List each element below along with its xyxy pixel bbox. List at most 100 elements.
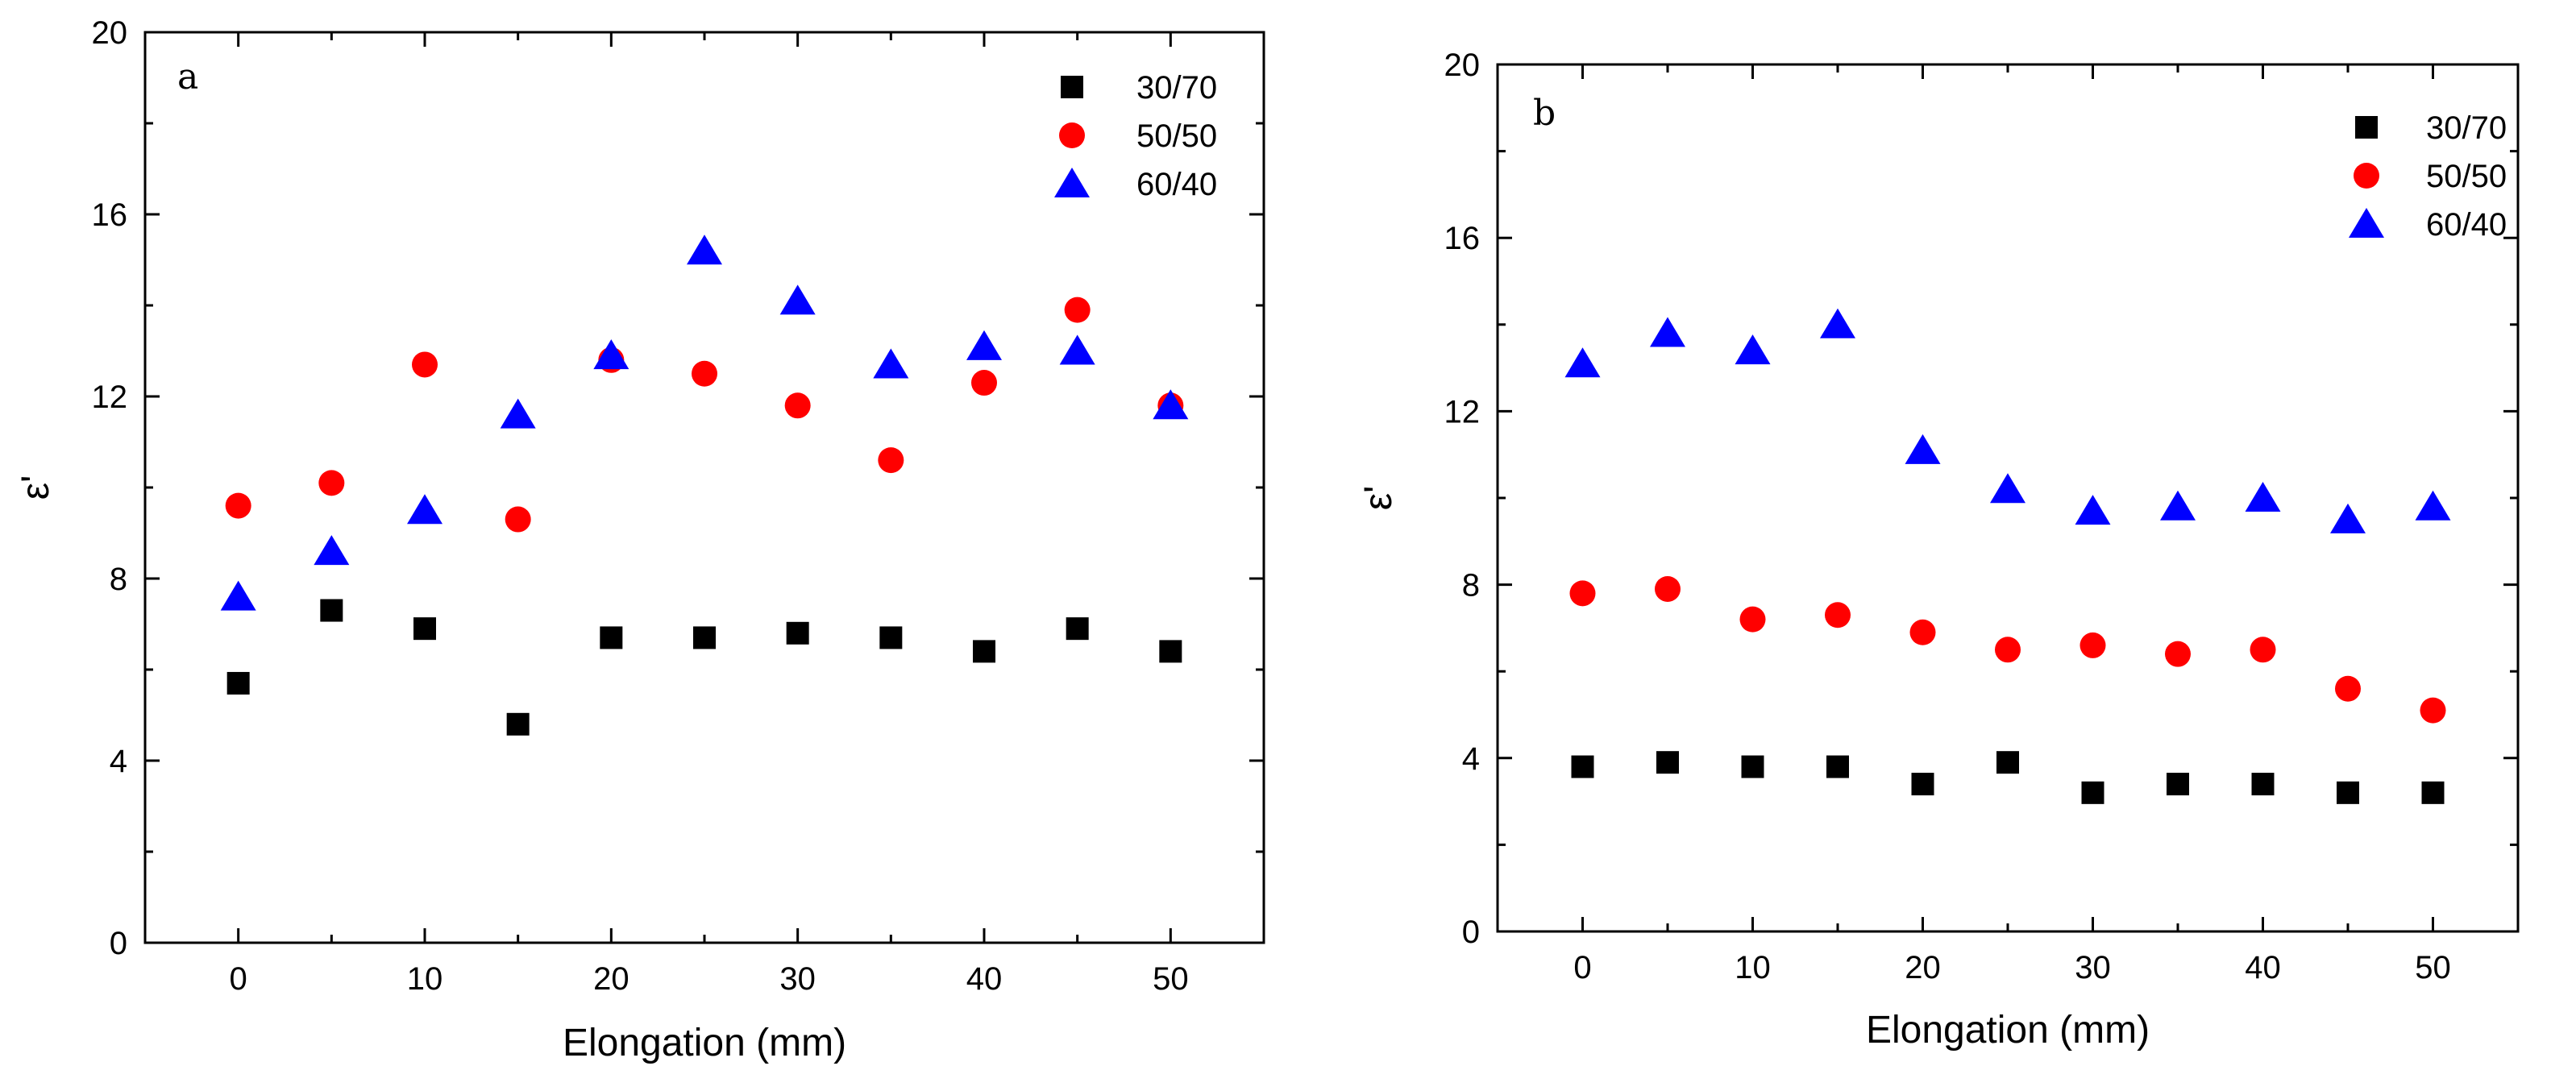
x-tick-label: 40 [2245,950,2281,985]
data-point [226,671,250,695]
legend-marker [1061,76,1083,98]
data-point [1735,334,1771,365]
data-point [687,234,722,265]
data-point [786,621,809,645]
series-30-70 [1571,751,2445,804]
data-point [1650,317,1685,347]
data-point [779,284,816,315]
data-point [1911,773,1934,796]
data-point [878,447,904,474]
data-point [784,392,811,419]
data-point [1655,575,1681,602]
data-point [412,351,438,378]
series-30-70 [226,599,1182,736]
legend-label: 60/40 [2426,207,2507,243]
data-point [225,492,251,519]
y-tick-label: 20 [92,15,128,51]
data-point [506,712,530,736]
data-point [2081,781,2104,804]
legend-label: 30/70 [2426,110,2507,146]
plot-frame [143,31,1265,944]
data-point [600,626,623,649]
legend-marker [1054,168,1090,197]
data-point [1905,433,1941,464]
data-point [1066,617,1089,641]
legend-marker [2354,163,2379,189]
y-tick-label: 12 [92,380,128,415]
data-point [2415,490,2451,521]
x-tick-label: 50 [1153,961,1189,997]
legend-label: 50/50 [1136,118,1217,154]
y-tick-label: 0 [1462,915,1480,950]
legend-marker [1059,122,1085,148]
data-point [971,370,997,396]
data-point [1990,473,2025,504]
data-point [505,506,531,533]
x-tick-label: 50 [2415,950,2451,985]
data-point [873,348,909,379]
chart-panel-a: 0 10 20 30 40 50 0 4 8 12 16 20 Elongation (mm) ε' a 30… [15,15,1265,1064]
data-point [318,470,345,496]
data-point [2330,503,2366,533]
data-point [2250,637,2276,663]
data-point [966,330,1002,360]
y-tick-label: 8 [110,562,127,597]
data-point [593,339,629,370]
y-tick-label: 8 [1462,568,1480,604]
legend-marker [2349,208,2384,238]
data-point [1059,334,1095,365]
legend: 30/70 50/50 60/40 [2349,110,2507,243]
x-tick-label: 10 [407,961,443,997]
data-point [1996,751,2019,774]
series-60-40 [1564,308,2451,533]
y-tick-label: 0 [110,926,127,961]
data-point [1159,640,1182,663]
data-point [1064,297,1091,323]
data-point [1909,619,1936,645]
panel-label: a [177,56,198,97]
data-point [2165,641,2191,667]
data-point [1571,755,1594,778]
x-tick-label: 0 [1573,950,1591,985]
data-point [2079,632,2106,658]
series-50-50 [1569,575,2446,724]
data-point [2251,773,2275,796]
x-tick-label: 40 [966,961,1003,997]
data-point [1741,755,1764,778]
legend-label: 30/70 [1136,70,1217,106]
x-tick-label: 10 [1735,950,1771,985]
series-50-50 [225,297,1184,533]
data-point [2337,781,2359,804]
data-point [500,398,536,429]
x-axis-label: Elongation (mm) [563,1022,846,1064]
data-point [220,580,256,611]
legend-marker [2355,116,2378,139]
data-point [1656,751,1679,774]
data-point [879,626,903,649]
x-tick-label: 30 [779,961,816,997]
data-point [314,535,350,566]
data-point [2245,482,2281,512]
legend: 30/70 50/50 60/40 [1054,70,1217,202]
data-point [1820,308,1855,338]
data-point [1825,602,1851,628]
data-point [407,494,442,525]
y-tick-label: 16 [92,197,128,233]
data-point [2335,675,2361,702]
x-tick-label: 20 [593,961,629,997]
y-tick-label: 4 [110,744,127,779]
x-tick-label: 0 [230,961,247,997]
y-tick-label: 4 [1462,741,1480,777]
x-tick-label: 20 [1905,950,1941,985]
data-point [320,599,343,622]
x-axis-label: Elongation (mm) [1866,1009,2150,1052]
data-point [2075,495,2111,525]
data-point [2421,781,2445,804]
series-60-40 [220,234,1189,611]
y-axis-label: ε' [1357,486,1400,511]
data-point [693,626,716,649]
y-tick-label: 12 [1444,394,1481,429]
data-point [2420,697,2446,724]
legend-label: 50/50 [2426,159,2507,194]
